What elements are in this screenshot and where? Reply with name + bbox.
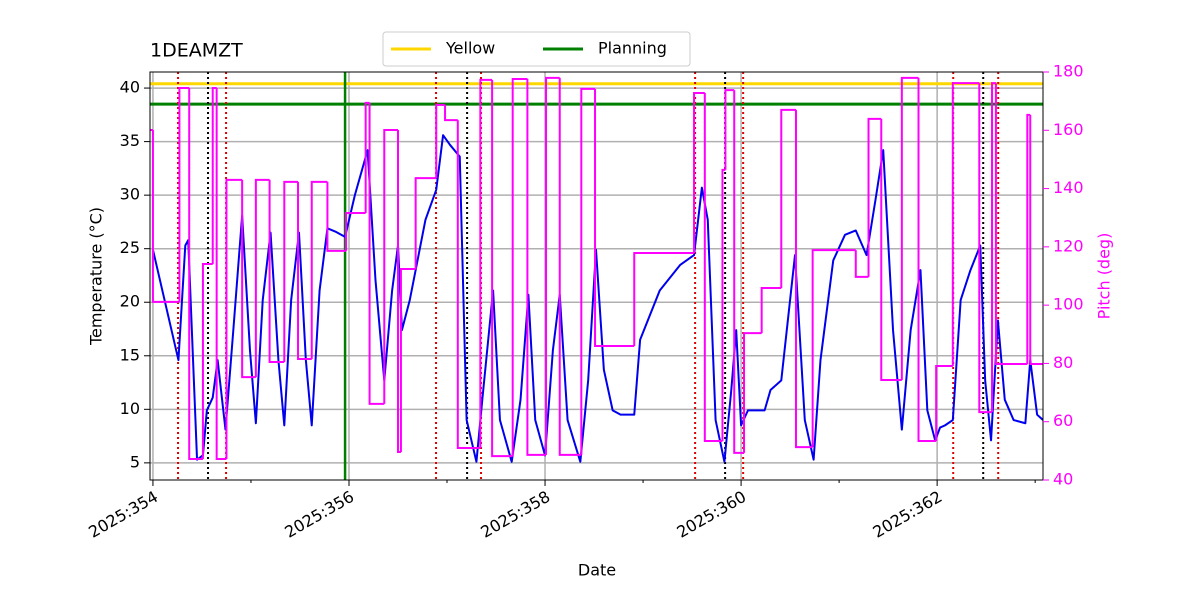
y-tick-label: 20 (120, 292, 140, 311)
pitch-step (721, 168, 726, 441)
y2-axis-label: Pitch (deg) (1095, 233, 1114, 320)
x-tick-label: 2025:354 (85, 487, 161, 542)
pitch-step (364, 101, 370, 214)
pitch-step (594, 88, 635, 347)
pitch-step (1029, 114, 1043, 366)
pitch-step (368, 102, 385, 405)
pitch-step (558, 77, 582, 456)
legend-box (382, 31, 691, 67)
x-tick-label: 2025:356 (281, 487, 357, 542)
y-tick-label: 40 (120, 78, 140, 97)
legend-label: Planning (598, 39, 667, 58)
y-tick-label: 15 (120, 345, 140, 364)
pitch-step (780, 108, 796, 288)
pitch-step (526, 78, 547, 456)
pitch-step (188, 88, 203, 461)
pitch-step (867, 117, 882, 277)
pitch-step (326, 181, 347, 252)
pitch-step (201, 263, 213, 460)
pitch-step (794, 109, 813, 449)
y-tick-label: 5 (130, 452, 140, 471)
y-tick-label: 30 (120, 185, 140, 204)
pitch-step (733, 90, 745, 454)
y-tick-label: 35 (120, 131, 140, 150)
pitch-step (399, 268, 416, 453)
pitch-step (435, 103, 446, 179)
y2-tick-label: 100 (1053, 295, 1084, 314)
x-tick-label: 2025:358 (477, 487, 553, 542)
pitch-step (994, 83, 1028, 366)
pitch-step (724, 89, 735, 170)
axes-frame (149, 71, 1044, 481)
pitch-step (951, 82, 980, 367)
y2-tick-label: 120 (1053, 236, 1084, 255)
y2-tick-label: 60 (1053, 411, 1073, 430)
pitch-step (580, 87, 596, 455)
pitch-step (633, 251, 695, 346)
pitch-step (414, 177, 437, 270)
y2-tick-label: 140 (1053, 178, 1084, 197)
pitch-step (917, 77, 937, 442)
pitch-step (456, 120, 481, 449)
pitch-step (444, 104, 458, 122)
pitch-step (811, 249, 856, 448)
pitch-step (991, 82, 996, 413)
pitch-step (215, 88, 227, 461)
pitch-step (978, 83, 993, 414)
pitch-step (383, 128, 399, 404)
pitch-step (254, 178, 270, 378)
y-tick-label: 10 (120, 399, 140, 418)
y-tick-label: 25 (120, 238, 140, 257)
pitch-step (241, 179, 256, 379)
y2-tick-label: 80 (1053, 353, 1073, 372)
x-tick-label: 2025:362 (869, 487, 945, 542)
pitch-step (545, 76, 560, 455)
pitch-step (479, 78, 493, 448)
pitch-step (935, 365, 953, 441)
y2-tick-label: 180 (1053, 62, 1084, 81)
y2-tick-label: 40 (1053, 470, 1073, 489)
pitch-step (345, 212, 366, 251)
plot-area (150, 72, 1043, 480)
pitch-step (491, 79, 513, 458)
pitch-step (283, 180, 299, 362)
pitch-step (880, 118, 902, 382)
pitch-step (760, 286, 782, 334)
pitch-step (268, 179, 285, 363)
pitch-step (225, 178, 243, 460)
y2-tick-label: 160 (1053, 120, 1084, 139)
legend-label: Yellow (445, 39, 495, 58)
temperature-line (151, 134, 1043, 463)
pitch-step (854, 250, 869, 278)
y-axis-label: Temperature (°C) (87, 207, 106, 346)
pitch-step (211, 87, 217, 265)
pitch-step (178, 87, 190, 302)
chart-title: 1DEAMZT (150, 40, 243, 62)
pitch-step (310, 180, 328, 360)
pitch-step (743, 332, 762, 453)
pitch-step (900, 76, 919, 381)
pitch-step (703, 92, 723, 442)
pitch-step (511, 77, 528, 457)
pitch-step (693, 91, 705, 253)
x-tick-label: 2025:360 (673, 487, 749, 542)
pitch-step (397, 129, 401, 454)
legend: Yellow Planning (382, 31, 691, 67)
x-axis-label: Date (578, 561, 616, 580)
pitch-step (297, 181, 312, 361)
pitch-step (151, 129, 180, 303)
